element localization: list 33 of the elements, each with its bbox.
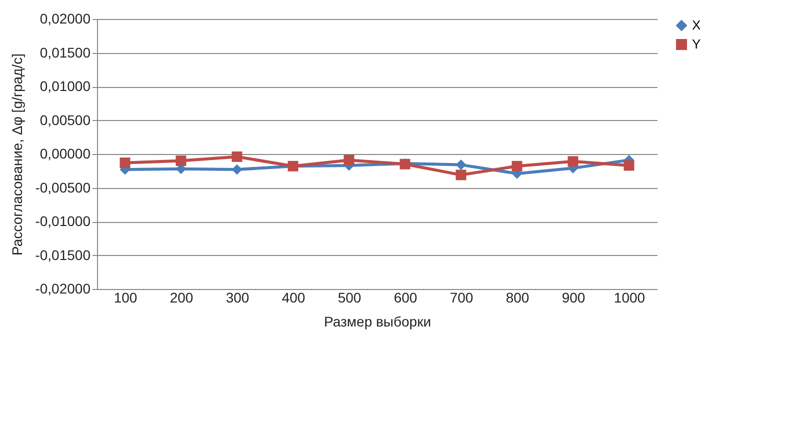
x-tick-label: 400 <box>282 290 306 306</box>
x-tick-label: 300 <box>226 290 250 306</box>
x-axis-title: Размер выборки <box>324 314 432 330</box>
x-tick-label: 600 <box>394 290 418 306</box>
point <box>176 156 186 166</box>
legend-label: X <box>692 18 701 32</box>
y-tick-label: 0,01500 <box>40 44 91 60</box>
x-tick-label: 700 <box>450 290 474 306</box>
point <box>456 160 466 170</box>
point <box>120 158 130 168</box>
y-axis-title: Рассогласование, Δφ [g/град/c] <box>9 54 26 256</box>
point <box>232 151 242 162</box>
point <box>624 160 634 171</box>
y-tick-label: 0,00500 <box>40 112 91 128</box>
y-tick-label: -0,01500 <box>35 246 91 263</box>
legend-label: Y <box>692 36 701 52</box>
x-tick-label: 200 <box>170 290 194 306</box>
y-tick-label: -0,01000 <box>35 213 91 229</box>
x-tick-label: 1000 <box>614 290 646 306</box>
y-tick-label: -0,00500 <box>35 179 91 196</box>
y-tick-label: 0,02000 <box>40 10 91 26</box>
point <box>568 156 578 167</box>
point <box>456 170 466 180</box>
x-tick-label: 100 <box>114 290 138 306</box>
point <box>344 154 354 166</box>
x-tick-label: 900 <box>562 290 586 306</box>
point <box>512 160 522 172</box>
y-tick-label: 0,00000 <box>40 146 91 162</box>
x-tick-label: 800 <box>506 290 530 306</box>
y-tick-label: -0,02000 <box>35 280 91 296</box>
x-tick-label: 500 <box>338 290 362 306</box>
y-tick-label: 0,01000 <box>40 78 91 94</box>
point <box>232 164 242 175</box>
